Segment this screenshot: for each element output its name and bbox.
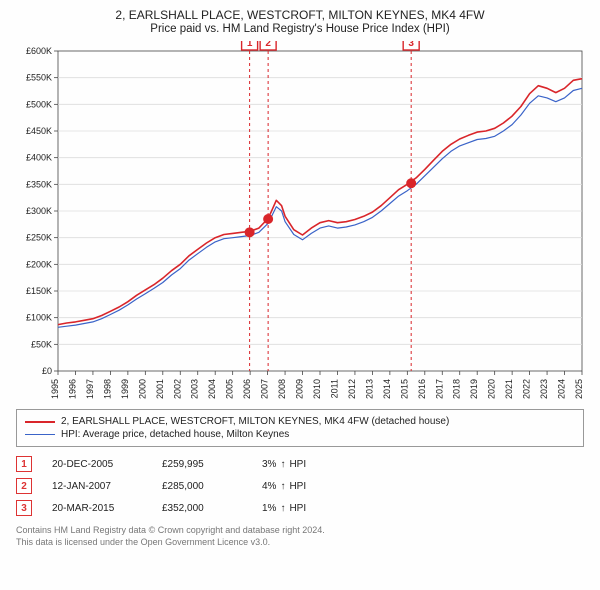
- svg-text:2005: 2005: [225, 379, 235, 399]
- svg-text:2011: 2011: [329, 379, 339, 398]
- title-address: 2, EARLSHALL PLACE, WESTCROFT, MILTON KE…: [10, 8, 590, 22]
- svg-text:2014: 2014: [382, 379, 392, 399]
- svg-text:1999: 1999: [120, 379, 130, 399]
- svg-text:2000: 2000: [137, 379, 147, 399]
- svg-text:2024: 2024: [557, 379, 567, 399]
- sale-marker-badge: 3: [16, 500, 32, 516]
- svg-text:2010: 2010: [312, 379, 322, 399]
- svg-text:2023: 2023: [539, 379, 549, 399]
- sale-price: £352,000: [162, 503, 242, 514]
- svg-text:2007: 2007: [260, 379, 270, 399]
- svg-text:2003: 2003: [190, 379, 200, 399]
- sale-date: 12-JAN-2007: [52, 481, 142, 492]
- sale-marker-badge: 2: [16, 478, 32, 494]
- svg-text:£100K: £100K: [26, 313, 52, 323]
- svg-text:2021: 2021: [504, 379, 514, 399]
- svg-text:2009: 2009: [295, 379, 305, 399]
- svg-text:£600K: £600K: [26, 46, 52, 56]
- svg-text:2013: 2013: [364, 379, 374, 399]
- svg-text:1995: 1995: [50, 379, 60, 399]
- chart-svg: £0 £50K £100K £150K £200K £250K £300K £350K £400…: [10, 41, 590, 401]
- sale-row: 1 20-DEC-2005 £259,995 3%↑HPI: [16, 453, 584, 475]
- sales-table: 1 20-DEC-2005 £259,995 3%↑HPI 2 12-JAN-2007 £2…: [16, 453, 584, 519]
- attribution: Contains HM Land Registry data © Crown c…: [16, 525, 584, 548]
- svg-text:1996: 1996: [67, 379, 77, 399]
- chart-area: £0 £50K £100K £150K £200K £250K £300K £350K £400…: [10, 41, 590, 401]
- legend: 2, EARLSHALL PLACE, WESTCROFT, MILTON KE…: [16, 409, 584, 447]
- svg-text:2001: 2001: [155, 379, 165, 399]
- legend-label: 2, EARLSHALL PLACE, WESTCROFT, MILTON KE…: [61, 416, 449, 427]
- svg-text:1: 1: [247, 41, 253, 49]
- svg-text:£300K: £300K: [26, 206, 52, 216]
- svg-text:2: 2: [265, 41, 271, 49]
- svg-text:£550K: £550K: [26, 73, 52, 83]
- arrow-up-icon: ↑: [280, 481, 285, 492]
- svg-text:2016: 2016: [417, 379, 427, 399]
- svg-text:2006: 2006: [242, 379, 252, 399]
- svg-text:£50K: £50K: [31, 339, 52, 349]
- sale-diff: 4%↑HPI: [262, 481, 322, 492]
- svg-text:2022: 2022: [522, 379, 532, 399]
- footer-line-1: Contains HM Land Registry data © Crown c…: [16, 525, 584, 537]
- legend-row: 2, EARLSHALL PLACE, WESTCROFT, MILTON KE…: [25, 415, 575, 428]
- svg-text:2004: 2004: [207, 379, 217, 399]
- chart-container: 2, EARLSHALL PLACE, WESTCROFT, MILTON KE…: [0, 0, 600, 554]
- svg-text:2002: 2002: [172, 379, 182, 399]
- svg-text:1997: 1997: [85, 379, 95, 399]
- sale-price: £285,000: [162, 481, 242, 492]
- svg-text:£250K: £250K: [26, 233, 52, 243]
- svg-text:£200K: £200K: [26, 259, 52, 269]
- svg-text:£0: £0: [42, 366, 52, 376]
- legend-swatch: [25, 434, 55, 435]
- svg-text:2020: 2020: [487, 379, 497, 399]
- sale-row: 2 12-JAN-2007 £285,000 4%↑HPI: [16, 475, 584, 497]
- legend-swatch: [25, 421, 55, 423]
- title-subtitle: Price paid vs. HM Land Registry's House …: [10, 23, 590, 35]
- svg-text:£450K: £450K: [26, 126, 52, 136]
- sale-marker-badge: 1: [16, 456, 32, 472]
- sale-date: 20-DEC-2005: [52, 459, 142, 470]
- arrow-up-icon: ↑: [280, 503, 285, 514]
- svg-text:1998: 1998: [102, 379, 112, 399]
- legend-row: HPI: Average price, detached house, Milt…: [25, 428, 575, 441]
- sale-diff: 1%↑HPI: [262, 503, 322, 514]
- svg-text:2015: 2015: [399, 379, 409, 399]
- legend-label: HPI: Average price, detached house, Milt…: [61, 429, 289, 440]
- svg-text:3: 3: [408, 41, 414, 49]
- svg-text:£400K: £400K: [26, 153, 52, 163]
- svg-text:2017: 2017: [434, 379, 444, 399]
- sale-date: 20-MAR-2015: [52, 503, 142, 514]
- svg-text:2025: 2025: [574, 379, 584, 399]
- svg-text:2012: 2012: [347, 379, 357, 399]
- svg-text:2008: 2008: [277, 379, 287, 399]
- svg-text:£500K: £500K: [26, 99, 52, 109]
- svg-text:£150K: £150K: [26, 286, 52, 296]
- arrow-up-icon: ↑: [280, 459, 285, 470]
- svg-text:2018: 2018: [452, 379, 462, 399]
- sale-price: £259,995: [162, 459, 242, 470]
- sale-diff: 3%↑HPI: [262, 459, 322, 470]
- title-block: 2, EARLSHALL PLACE, WESTCROFT, MILTON KE…: [10, 8, 590, 35]
- footer-line-2: This data is licensed under the Open Gov…: [16, 537, 584, 549]
- sale-row: 3 20-MAR-2015 £352,000 1%↑HPI: [16, 497, 584, 519]
- svg-text:2019: 2019: [469, 379, 479, 399]
- svg-text:£350K: £350K: [26, 179, 52, 189]
